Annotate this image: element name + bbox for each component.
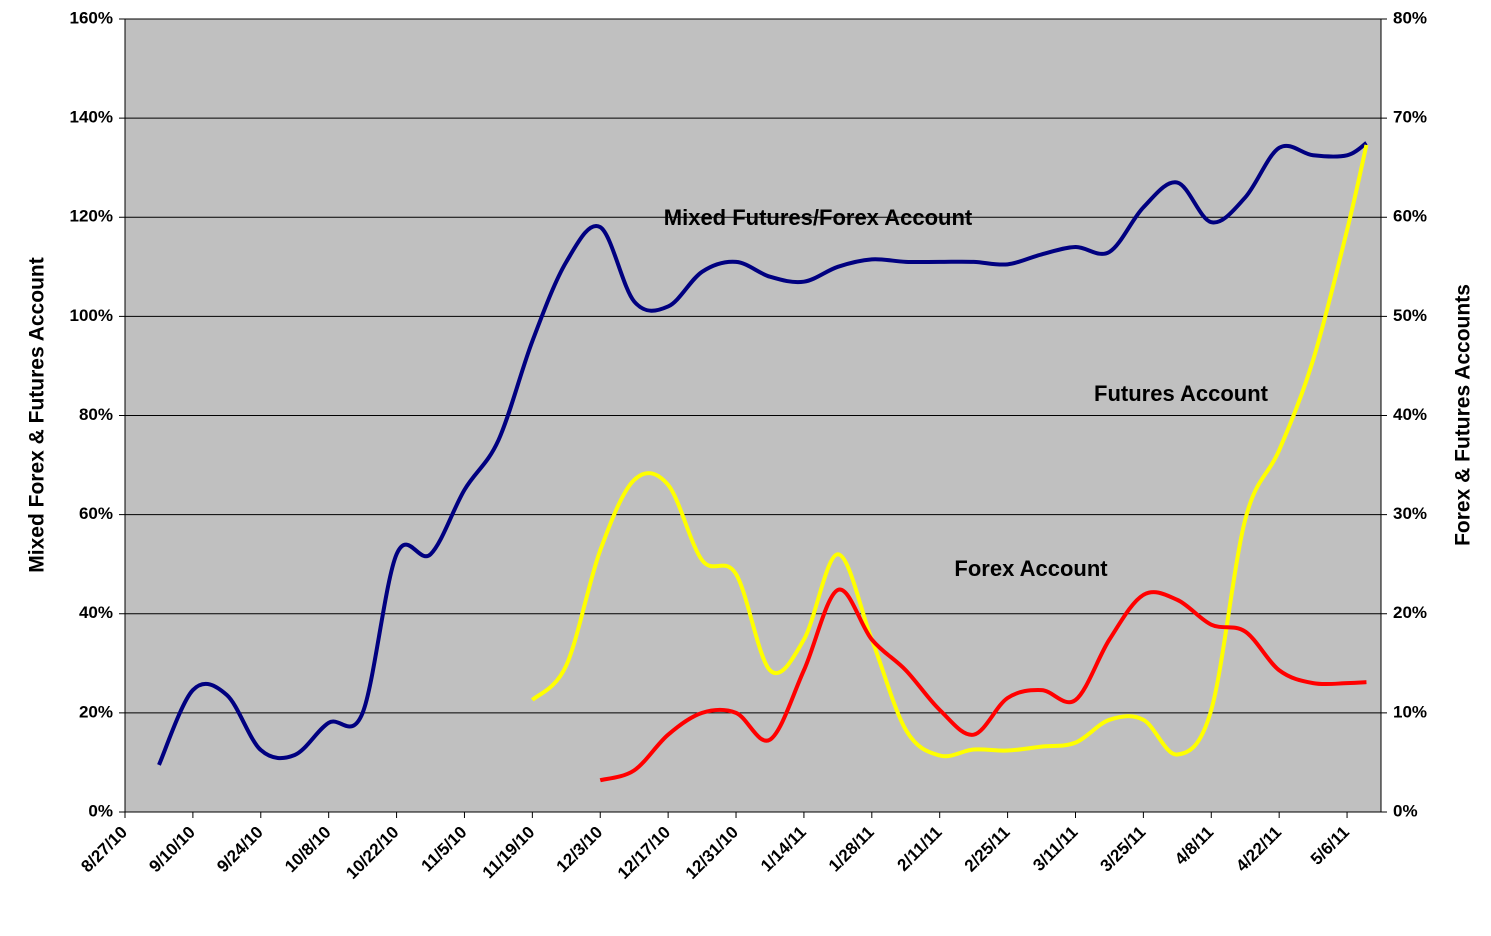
x-tick-label: 12/31/10: [682, 823, 742, 883]
series-line: [157, 141, 1368, 766]
y-tick-label: 160%: [70, 8, 113, 27]
x-tick-label: 3/11/11: [1029, 823, 1081, 875]
y2-axis-title: Forex & Futures Accounts: [1452, 284, 1475, 546]
y-tick-label: 0%: [88, 801, 113, 820]
y-tick-label: 120%: [70, 207, 113, 226]
y2-tick-label: 40%: [1393, 405, 1427, 424]
y2-tick-label: 10%: [1393, 702, 1427, 721]
x-tick-label: 12/17/10: [614, 823, 674, 883]
y2-tick-label: 70%: [1393, 108, 1427, 127]
y-axis-title: Mixed Forex & Futures Account: [26, 257, 49, 572]
x-tick-label: 8/27/10: [77, 823, 131, 877]
x-tick-label: 12/3/10: [553, 823, 607, 877]
x-tick-label: 9/24/10: [213, 823, 267, 877]
annotation: Forex Account: [954, 556, 1108, 581]
y-tick-label: 40%: [79, 603, 113, 622]
x-tick-label: 11/5/10: [418, 823, 471, 876]
x-tick-label: 4/22/11: [1232, 823, 1285, 876]
x-tick-label: 3/25/11: [1096, 823, 1149, 876]
series-line: [530, 144, 1369, 759]
x-tick-label: 9/10/10: [145, 823, 199, 877]
x-tick-label: 11/19/10: [479, 823, 539, 883]
y2-tick-label: 20%: [1393, 603, 1427, 622]
y2-tick-label: 50%: [1393, 306, 1427, 325]
y-tick-label: 140%: [70, 108, 113, 127]
x-tick-label: 1/14/11: [757, 823, 810, 876]
y2-tick-label: 60%: [1393, 207, 1427, 226]
x-tick-label: 4/8/11: [1171, 823, 1217, 869]
x-tick-label: 10/8/10: [281, 823, 335, 877]
x-tick-label: 2/11/11: [893, 823, 945, 875]
y2-tick-label: 30%: [1393, 504, 1427, 523]
x-tick-label: 1/28/11: [825, 823, 878, 876]
annotation: Futures Account: [1094, 381, 1269, 406]
y-tick-label: 80%: [79, 405, 113, 424]
annotation: Mixed Futures/Forex Account: [664, 205, 973, 230]
x-tick-label: 2/25/11: [961, 823, 1014, 876]
y-tick-label: 20%: [79, 702, 113, 721]
y-tick-label: 60%: [79, 504, 113, 523]
y2-tick-label: 80%: [1393, 8, 1427, 27]
series-line: [599, 587, 1367, 783]
y2-tick-label: 0%: [1393, 801, 1418, 820]
x-tick-label: 5/6/11: [1307, 823, 1353, 869]
y-tick-label: 100%: [70, 306, 113, 325]
x-tick-label: 10/22/10: [342, 823, 402, 883]
